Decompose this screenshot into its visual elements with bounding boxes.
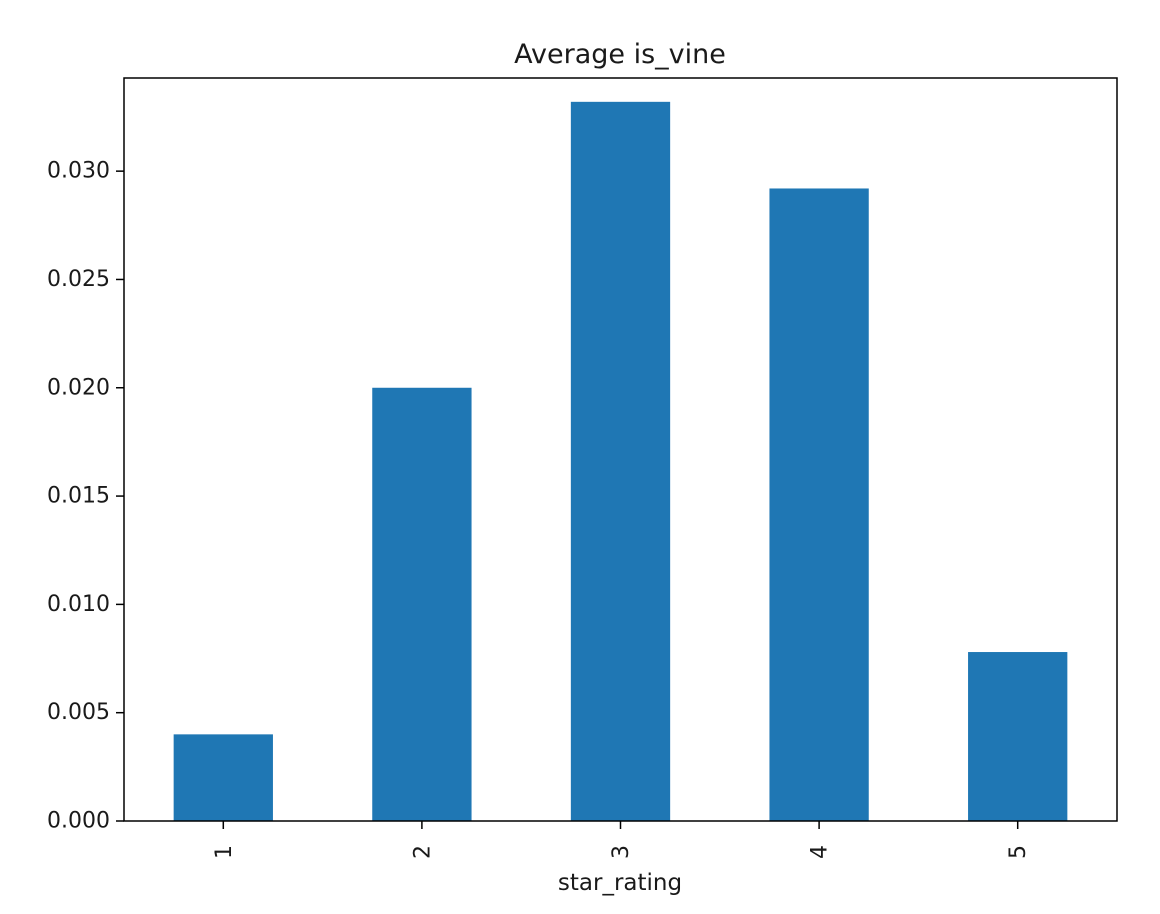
x-axis-label: star_rating [558,870,682,896]
bar-2 [372,387,472,821]
y-tick-label: 0.005 [47,700,110,725]
bar-5 [968,652,1068,821]
bar-3 [570,101,671,821]
chart-title: Average is_vine [514,39,726,70]
x-tick-label: 3 [609,845,634,859]
x-tick-label: 5 [1006,845,1031,859]
plot-frame [123,77,1118,822]
x-tick-label: 2 [410,845,435,859]
bars-group [173,101,1068,821]
y-tick-label: 0.010 [47,592,110,617]
y-tick-label: 0.020 [47,375,110,400]
x-tick-label: 1 [212,845,237,859]
y-tick-label: 0.000 [47,809,110,834]
bar-1 [173,734,273,821]
x-axis: 1 2 3 4 5 [212,821,1031,859]
bar-4 [769,188,869,821]
y-tick-label: 0.025 [47,267,110,292]
y-tick-label: 0.015 [47,484,110,509]
y-axis: 0.000 0.005 0.010 0.015 0.020 0.025 0.030 [47,159,124,834]
y-tick-label: 0.030 [47,159,110,184]
x-tick-label: 4 [808,845,833,859]
